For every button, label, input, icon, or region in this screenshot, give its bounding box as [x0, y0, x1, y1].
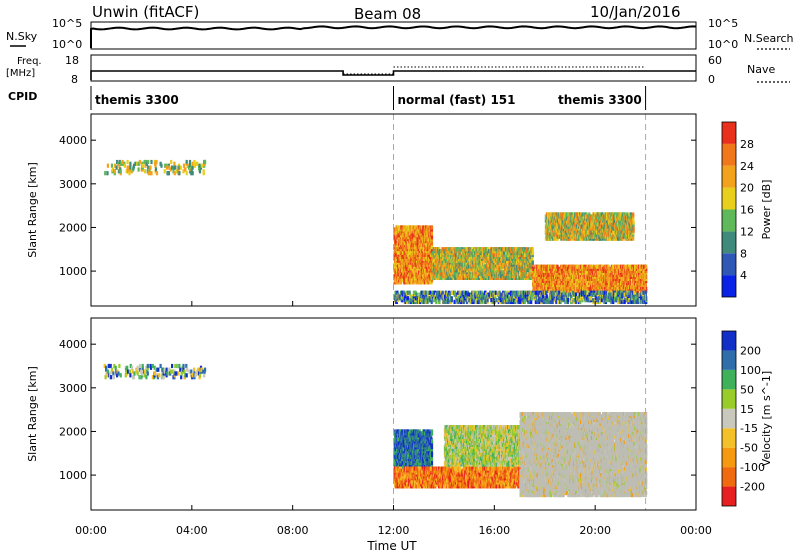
noise-panel: N.Sky 10^5 10^0 10^5 10^0 N.Search: [6, 17, 794, 51]
freq-panel-frame: [90, 54, 697, 82]
frequency-line: [90, 70, 696, 80]
scatter-cell: [410, 280, 413, 285]
noise-right-tick-bottom: 10^0: [708, 38, 738, 51]
date-title: 10/Jan/2016: [590, 3, 681, 21]
scatter-cell: [417, 250, 420, 255]
scatter-cell: [401, 250, 404, 255]
scatter-cell: [642, 264, 645, 269]
noise-right-tick-top: 10^5: [708, 17, 738, 30]
scatter-cell: [399, 280, 403, 285]
nave-tick-top: 60: [708, 54, 722, 67]
scatter-cell: [430, 235, 434, 240]
nave-tick-bottom: 0: [708, 73, 715, 86]
scatter-cell: [493, 252, 496, 258]
noise-left-tick-bottom: 10^0: [52, 38, 82, 51]
plot-header: Unwin (fitACF) Beam 08 10/Jan/2016: [92, 3, 681, 23]
nave-label: Nave: [747, 63, 775, 76]
noise-left-label: N.Sky: [6, 30, 38, 43]
scatter-cell: [447, 247, 450, 252]
scatter-cell: [531, 256, 534, 261]
scatter-cell: [430, 278, 434, 283]
scatter-cell: [473, 272, 476, 277]
scatter-cell: [468, 256, 471, 261]
scatter-cell: [422, 225, 425, 230]
station-title: Unwin (fitACF): [92, 3, 199, 21]
scatter-cell: [430, 231, 434, 236]
scatter-cell: [412, 225, 415, 230]
scatter-cell: [531, 260, 534, 265]
nave-line: [343, 66, 646, 75]
beam-title: Beam 08: [354, 5, 421, 23]
frequency-panel: Freq. [MHz] 18 8 60 0 Nave: [6, 54, 790, 86]
freq-label-bottom: [MHz]: [6, 68, 35, 79]
scatter-cell: [468, 264, 471, 269]
scatter-cell: [446, 264, 450, 269]
scatter-cell: [440, 275, 443, 280]
scatter-data: [103, 159, 648, 498]
scatter-cell: [531, 247, 534, 252]
scatter-cell: [478, 247, 481, 252]
scatter-cell: [430, 245, 434, 250]
noise-sky-line: [90, 25, 697, 48]
freq-tick-top: 18: [65, 54, 79, 67]
scatter-cell: [450, 264, 453, 269]
cpid-panel: CPID: [8, 90, 37, 103]
scatter-cell: [430, 225, 434, 230]
freq-label-top: Freq.: [17, 56, 42, 67]
scatter-cell: [410, 266, 413, 271]
scatter-cell: [430, 241, 434, 246]
noise-left-tick-top: 10^5: [52, 17, 82, 30]
cpid-label: CPID: [8, 90, 37, 103]
scatter-cell: [405, 237, 408, 242]
scatter-cell: [403, 280, 406, 285]
noise-right-label: N.Search: [744, 32, 794, 45]
scatter-cell: [413, 276, 416, 281]
scatter-cell: [476, 264, 479, 269]
scatter-cell: [531, 251, 534, 256]
scatter-cell: [503, 251, 506, 256]
freq-tick-bottom: 8: [71, 73, 78, 86]
scatter-cell: [525, 247, 528, 252]
